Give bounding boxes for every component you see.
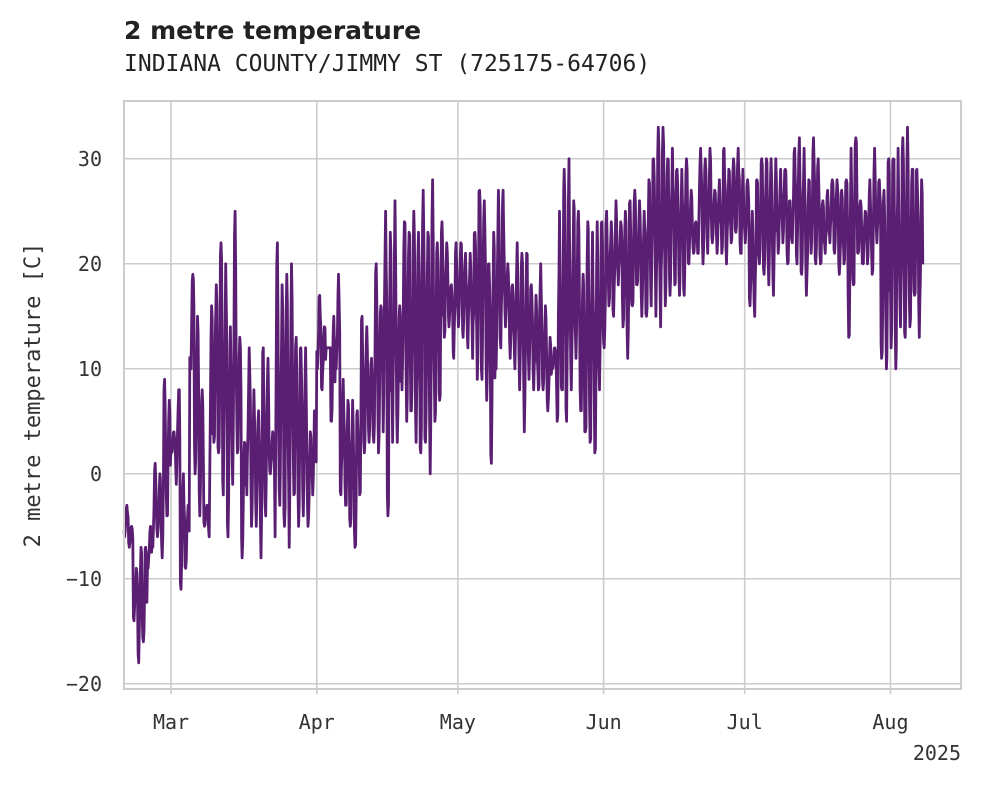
series-line <box>122 125 925 665</box>
x-tick-label: Apr <box>299 710 335 734</box>
x-tick-label: Jun <box>586 710 622 734</box>
y-tick-label: 10 <box>78 357 102 381</box>
y-tick-label: 0 <box>90 462 102 486</box>
y-tick-label: 30 <box>78 147 102 171</box>
x-axis-year-label: 2025 <box>913 741 961 765</box>
x-tick-label: May <box>440 710 476 734</box>
x-tick-label: Mar <box>153 710 189 734</box>
x-tick-label: Aug <box>872 710 908 734</box>
y-tick-label: −20 <box>66 672 102 696</box>
chart-title: 2 metre temperature <box>124 16 422 45</box>
y-tick-label: −10 <box>66 567 102 591</box>
y-tick-label: 20 <box>78 252 102 276</box>
tick-labels: −20 −10 0 10 20 30 Mar Apr May Jun Jul Aug <box>66 147 909 734</box>
x-tick-label: Jul <box>727 710 763 734</box>
series-layer <box>122 125 925 665</box>
plot-frame <box>123 100 962 690</box>
chart-subtitle: INDIANA COUNTY/JIMMY ST (725175-64706) <box>124 51 651 77</box>
y-axis-label: 2 metre temperature [C] <box>21 243 46 548</box>
